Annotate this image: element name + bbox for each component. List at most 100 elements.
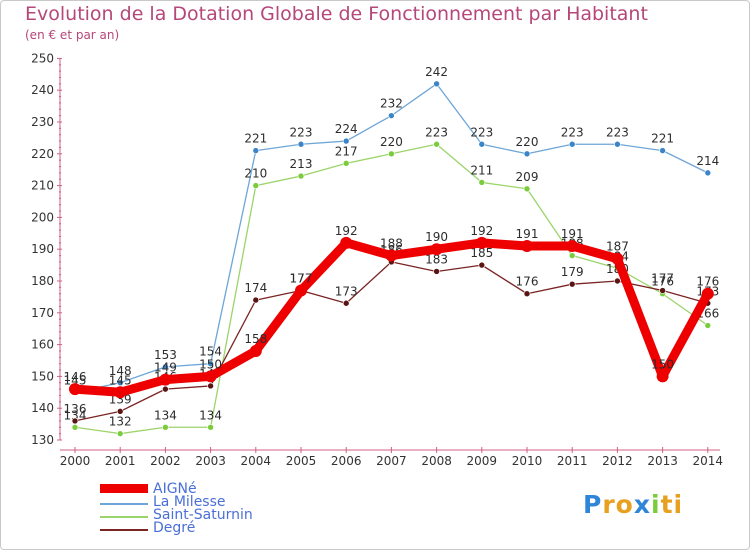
data-point-aigne: [475, 236, 488, 249]
data-label-aigne: 176: [696, 275, 719, 289]
legend-swatch-degre: [100, 529, 148, 531]
data-label-aigne: 191: [516, 227, 539, 241]
data-label-la-milesse: 153: [154, 348, 177, 362]
y-tick-label: 150: [31, 369, 54, 383]
data-label-saint-saturnin: 220: [380, 135, 403, 149]
data-point-degre: [252, 296, 260, 304]
data-point-la-milesse: [478, 140, 486, 148]
data-point-degre: [116, 408, 124, 415]
data-point-saint-saturnin: [523, 185, 531, 193]
data-label-la-milesse: 154: [199, 345, 222, 359]
data-point-degre: [659, 287, 666, 294]
x-tick-label: 2005: [286, 454, 317, 468]
data-point-saint-saturnin: [71, 423, 79, 431]
data-point-aigne: [340, 236, 353, 249]
data-label-la-milesse: 242: [425, 65, 448, 79]
data-label-saint-saturnin: 213: [290, 157, 313, 171]
data-point-saint-saturnin: [162, 423, 169, 431]
data-label-aigne: 145: [109, 373, 132, 387]
x-tick-label: 2001: [105, 454, 136, 468]
x-tick-label: 2002: [150, 454, 181, 468]
data-point-degre: [207, 382, 214, 390]
data-point-degre: [162, 385, 169, 393]
x-tick-label: 2007: [376, 454, 407, 468]
data-point-aigne: [69, 383, 81, 396]
data-label-saint-saturnin: 211: [470, 163, 493, 177]
data-point-saint-saturnin: [433, 140, 440, 148]
data-point-aigne: [385, 249, 398, 262]
data-label-saint-saturnin: 210: [244, 167, 267, 181]
chart-subtitle: (en € et par an): [25, 28, 120, 42]
y-tick-label: 200: [31, 210, 54, 224]
x-tick-label: 2011: [557, 454, 588, 468]
data-label-saint-saturnin: 209: [516, 170, 539, 184]
data-point-aigne: [521, 240, 533, 253]
y-tick-label: 140: [31, 401, 54, 415]
data-label-aigne: 187: [606, 240, 629, 254]
data-point-la-milesse: [614, 140, 621, 148]
x-tick-label: 2010: [512, 454, 543, 468]
y-tick-label: 230: [31, 115, 54, 129]
data-label-aigne: 150: [199, 357, 222, 371]
data-label-degre: 136: [64, 402, 87, 416]
data-label-degre: 173: [335, 284, 358, 298]
legend-label-degre: Degré: [153, 520, 196, 536]
data-point-degre: [478, 261, 486, 269]
data-point-la-milesse: [207, 360, 214, 367]
data-point-aigne: [159, 373, 172, 386]
data-label-aigne: 158: [244, 332, 267, 346]
data-point-aigne: [701, 287, 714, 300]
y-tick-label: 250: [31, 51, 54, 65]
data-point-la-milesse: [523, 150, 531, 158]
y-tick-label: 160: [31, 338, 54, 352]
data-point-aigne: [114, 386, 127, 399]
data-point-saint-saturnin: [207, 423, 214, 431]
chart-title: Evolution de la Dotation Globale de Fonc…: [25, 3, 648, 25]
data-point-degre: [433, 268, 440, 275]
data-label-la-milesse: 224: [335, 122, 358, 136]
data-point-degre: [71, 417, 79, 425]
legend-label-saint-saturnin: Saint-Saturnin: [153, 507, 253, 523]
data-label-la-milesse: 221: [244, 132, 267, 146]
series-line-degre: [74, 261, 709, 422]
y-tick-label: 130: [31, 433, 54, 447]
data-point-aigne: [611, 252, 624, 265]
data-point-la-milesse: [704, 169, 712, 177]
data-point-aigne: [430, 243, 443, 256]
legend-label-aigne: AIGNé: [153, 481, 197, 497]
data-point-saint-saturnin: [297, 172, 305, 180]
data-point-saint-saturnin: [252, 182, 260, 189]
x-tick-label: 2012: [602, 454, 633, 468]
data-label-saint-saturnin: 217: [335, 144, 358, 158]
data-point-la-milesse: [433, 80, 440, 88]
data-point-saint-saturnin: [388, 150, 395, 158]
x-tick-label: 2006: [331, 454, 362, 468]
legend-swatch-aigne: [100, 484, 148, 493]
data-label-la-milesse: 148: [109, 364, 132, 378]
data-point-la-milesse: [342, 137, 350, 145]
data-point-la-milesse: [297, 140, 305, 148]
logo-letter: r: [602, 490, 616, 519]
data-label-la-milesse: 145: [64, 373, 87, 387]
data-label-aigne: 191: [561, 227, 584, 241]
data-label-degre: 185: [470, 246, 493, 260]
data-label-degre: 174: [244, 281, 267, 295]
legend-label-la-milesse: La Milesse: [153, 494, 226, 510]
data-point-saint-saturnin: [478, 179, 486, 186]
data-point-la-milesse: [568, 140, 576, 148]
x-tick-label: 2008: [421, 454, 452, 468]
data-label-la-milesse: 221: [651, 132, 674, 146]
logo-letter: t: [660, 490, 674, 519]
logo-letter: i: [651, 490, 661, 519]
data-point-degre: [523, 290, 531, 298]
data-point-la-milesse: [659, 147, 666, 154]
data-point-saint-saturnin: [116, 430, 124, 437]
data-label-la-milesse: 214: [696, 154, 719, 168]
series-line-saint-saturnin: [74, 143, 709, 435]
legend-swatch-saint-saturnin: [100, 516, 148, 518]
y-tick-label: 220: [31, 147, 54, 161]
data-label-la-milesse: 223: [606, 125, 629, 139]
x-tick-label: 2014: [693, 454, 724, 468]
